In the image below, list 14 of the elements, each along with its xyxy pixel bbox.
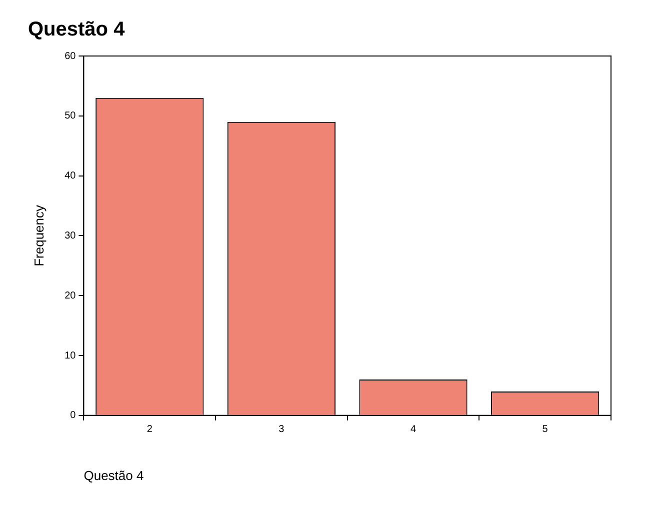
chart-title: Questão 4: [28, 18, 126, 41]
x-tick-label: 4: [410, 424, 416, 436]
y-tick-label: 40: [64, 170, 76, 182]
x-tick-label: 5: [542, 424, 548, 436]
y-tick-label: 0: [70, 410, 76, 422]
x-tick-label: 2: [146, 424, 153, 436]
y-tick-label: 20: [64, 290, 76, 302]
x-axis-title: Questão 4: [84, 468, 144, 483]
y-tick-label: 60: [64, 50, 76, 62]
y-tick-label: 30: [64, 230, 76, 242]
y-axis-title: Frequency: [31, 204, 46, 266]
x-tick-label: 3: [278, 424, 285, 436]
y-tick-label: 10: [64, 350, 76, 362]
y-tick-label: 50: [64, 110, 76, 122]
